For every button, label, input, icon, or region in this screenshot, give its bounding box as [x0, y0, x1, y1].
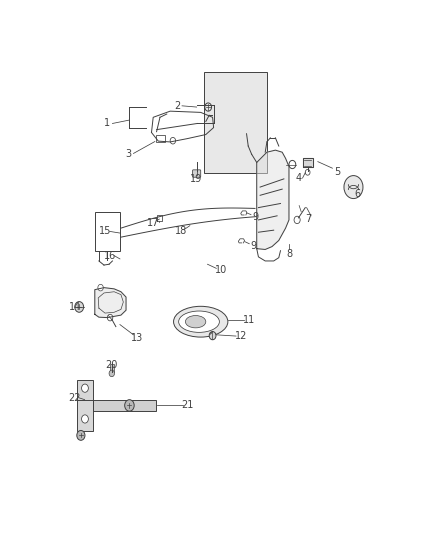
Text: 16: 16 [104, 251, 116, 261]
Polygon shape [303, 158, 313, 167]
Circle shape [294, 216, 300, 224]
Circle shape [344, 175, 363, 199]
Ellipse shape [185, 316, 206, 328]
Text: 1: 1 [104, 118, 110, 128]
FancyBboxPatch shape [204, 72, 267, 173]
Circle shape [75, 302, 84, 312]
FancyBboxPatch shape [156, 134, 166, 142]
Text: 6: 6 [354, 189, 360, 199]
Circle shape [77, 431, 85, 440]
Ellipse shape [173, 306, 228, 337]
Text: 4: 4 [295, 173, 301, 183]
Polygon shape [95, 288, 126, 318]
Text: 2: 2 [174, 101, 180, 111]
FancyBboxPatch shape [93, 400, 156, 411]
Text: 22: 22 [68, 393, 81, 402]
Text: 3: 3 [126, 149, 132, 159]
Text: 15: 15 [99, 227, 111, 237]
Circle shape [81, 384, 88, 392]
Text: 18: 18 [175, 227, 187, 237]
Text: 17: 17 [147, 218, 159, 228]
Text: 12: 12 [235, 331, 247, 341]
FancyBboxPatch shape [95, 212, 120, 251]
Text: 21: 21 [181, 400, 193, 409]
Text: 19: 19 [190, 174, 202, 184]
FancyBboxPatch shape [77, 380, 93, 431]
Circle shape [125, 400, 134, 411]
FancyBboxPatch shape [193, 170, 201, 177]
Text: 9: 9 [252, 212, 258, 222]
Text: 20: 20 [106, 360, 118, 370]
Circle shape [289, 160, 296, 168]
Text: 14: 14 [69, 302, 81, 312]
Circle shape [98, 284, 103, 291]
Polygon shape [257, 150, 289, 249]
FancyBboxPatch shape [110, 364, 114, 372]
Text: 7: 7 [306, 214, 312, 224]
Text: 11: 11 [243, 315, 255, 325]
Text: 8: 8 [286, 249, 292, 259]
Circle shape [109, 370, 114, 377]
Text: 13: 13 [131, 333, 143, 343]
Ellipse shape [179, 311, 219, 333]
Circle shape [305, 169, 310, 175]
Circle shape [107, 314, 113, 321]
Circle shape [209, 332, 216, 340]
Text: 5: 5 [334, 167, 340, 177]
Text: 10: 10 [215, 265, 227, 275]
Circle shape [81, 415, 88, 423]
Text: 9: 9 [250, 241, 256, 251]
